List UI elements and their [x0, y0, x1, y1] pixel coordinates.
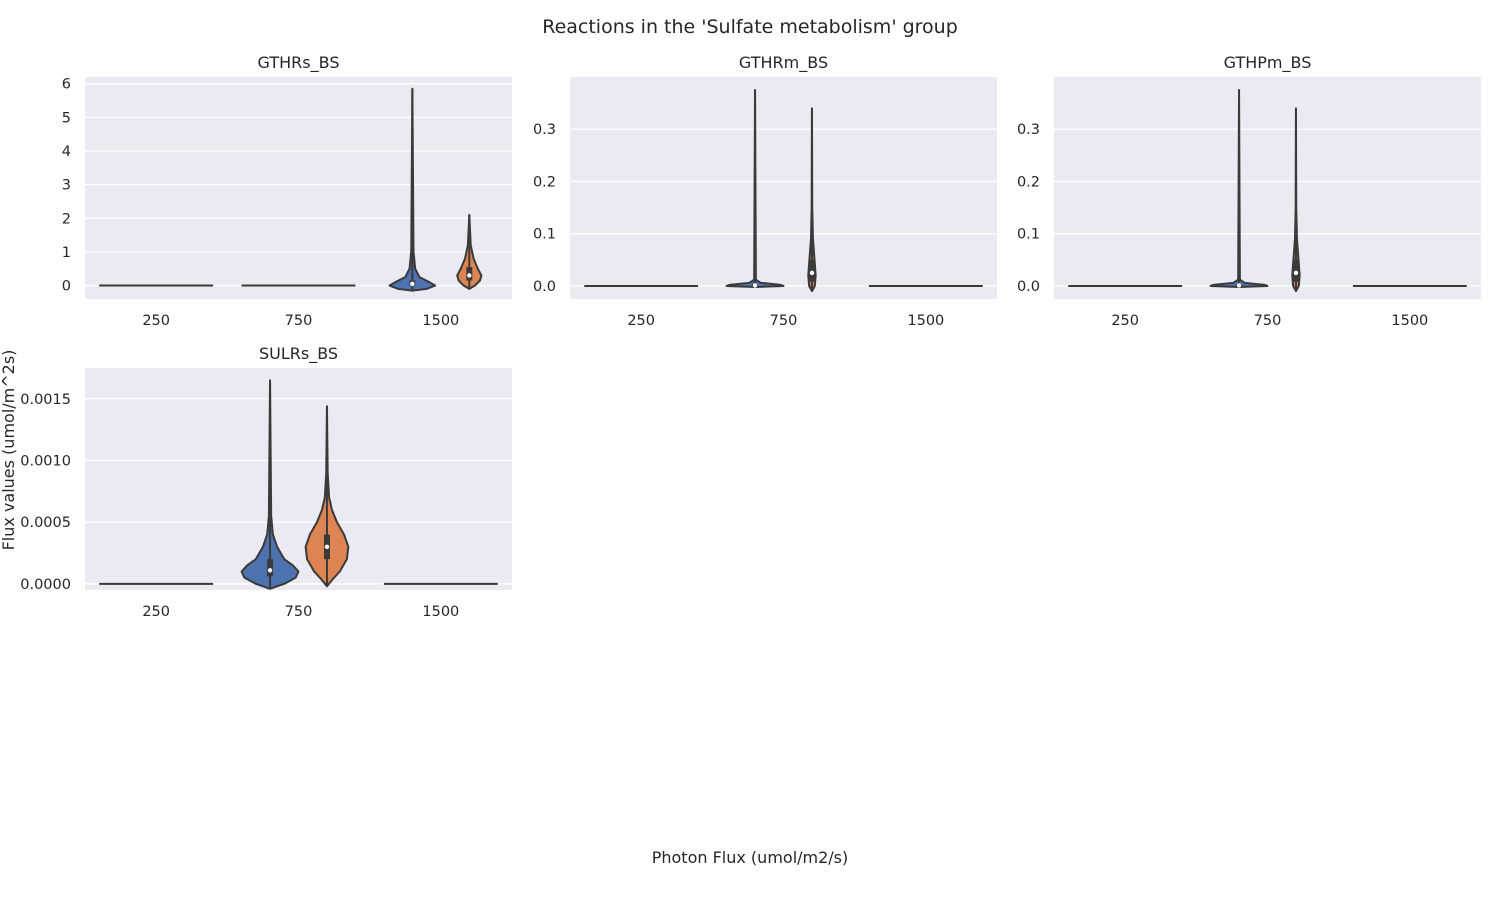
violin-median — [1293, 270, 1299, 276]
x-tick-label: 750 — [1254, 313, 1282, 329]
y-tick-label: 0.0 — [533, 279, 556, 295]
plot-area — [570, 77, 997, 299]
x-tick-label: 750 — [285, 604, 313, 620]
violin-median — [410, 281, 415, 287]
y-tick-label: 0.0 — [1017, 279, 1040, 295]
violin-median — [267, 568, 273, 573]
panel-title: GTHRm_BS — [739, 53, 828, 73]
y-tick-label: 1 — [62, 245, 71, 261]
y-tick-label: 5 — [62, 110, 71, 126]
panel-2: 0.0 0.1 0.2 0.3 250 750 1500 GTHRm_BS — [533, 53, 997, 329]
panel-title: SULRs_BS — [259, 344, 338, 364]
x-tick-label: 1500 — [422, 313, 459, 329]
y-tick-label: 0.1 — [533, 227, 556, 243]
panel-title: GTHRs_BS — [258, 53, 340, 73]
y-tick-label: 6 — [62, 77, 71, 93]
violin-median — [1236, 283, 1242, 288]
y-axis-label: Flux values (umol/m^2s) — [0, 350, 18, 551]
y-tick-label: 0.2 — [1017, 174, 1040, 190]
x-tick-label: 250 — [627, 313, 655, 329]
violin-median — [324, 544, 330, 550]
x-tick-label: 1500 — [1391, 313, 1428, 329]
y-tick-label: 0.3 — [1017, 122, 1040, 138]
y-tick-label: 0.1 — [1017, 227, 1040, 243]
panels: 0 1 2 3 4 5 6 250 750 1500 GTHRs_BS 0.0 0.1 0.2 0.3 250… — [20, 53, 1481, 620]
y-tick-label: 0.2 — [533, 174, 556, 190]
plot-area — [1054, 77, 1481, 299]
x-tick-label: 750 — [285, 313, 313, 329]
panel-4: 0.0000 0.0005 0.0010 0.0015 250 750 1500 SULRs_… — [20, 344, 512, 620]
figure-title: Reactions in the 'Sulfate metabolism' gr… — [542, 16, 958, 38]
y-tick-label: 0 — [62, 279, 71, 295]
y-tick-label: 0.0005 — [20, 515, 71, 531]
x-tick-label: 750 — [770, 313, 798, 329]
panel-title: GTHPm_BS — [1224, 53, 1312, 73]
panel-3: 0.0 0.1 0.2 0.3 250 750 1500 GTHPm_BS — [1017, 53, 1481, 329]
plot-area — [85, 368, 512, 590]
x-tick-label: 250 — [142, 604, 170, 620]
violin-median — [752, 283, 758, 288]
y-tick-label: 0.0015 — [20, 392, 71, 408]
y-tick-label: 2 — [62, 211, 71, 227]
x-tick-label: 1500 — [907, 313, 944, 329]
x-tick-label: 250 — [1111, 313, 1139, 329]
x-axis-label: Photon Flux (umol/m2/s) — [652, 848, 849, 867]
violin-median — [809, 270, 815, 276]
x-tick-label: 1500 — [422, 604, 459, 620]
plot-area — [85, 77, 512, 299]
y-tick-label: 0.0010 — [20, 454, 71, 470]
panel-1: 0 1 2 3 4 5 6 250 750 1500 GTHRs_BS — [62, 53, 512, 329]
y-tick-label: 0.0000 — [20, 577, 71, 593]
violin-median — [467, 273, 472, 278]
y-tick-label: 4 — [62, 144, 71, 160]
y-tick-label: 0.3 — [533, 122, 556, 138]
x-tick-label: 250 — [142, 313, 170, 329]
y-tick-label: 3 — [62, 178, 71, 194]
